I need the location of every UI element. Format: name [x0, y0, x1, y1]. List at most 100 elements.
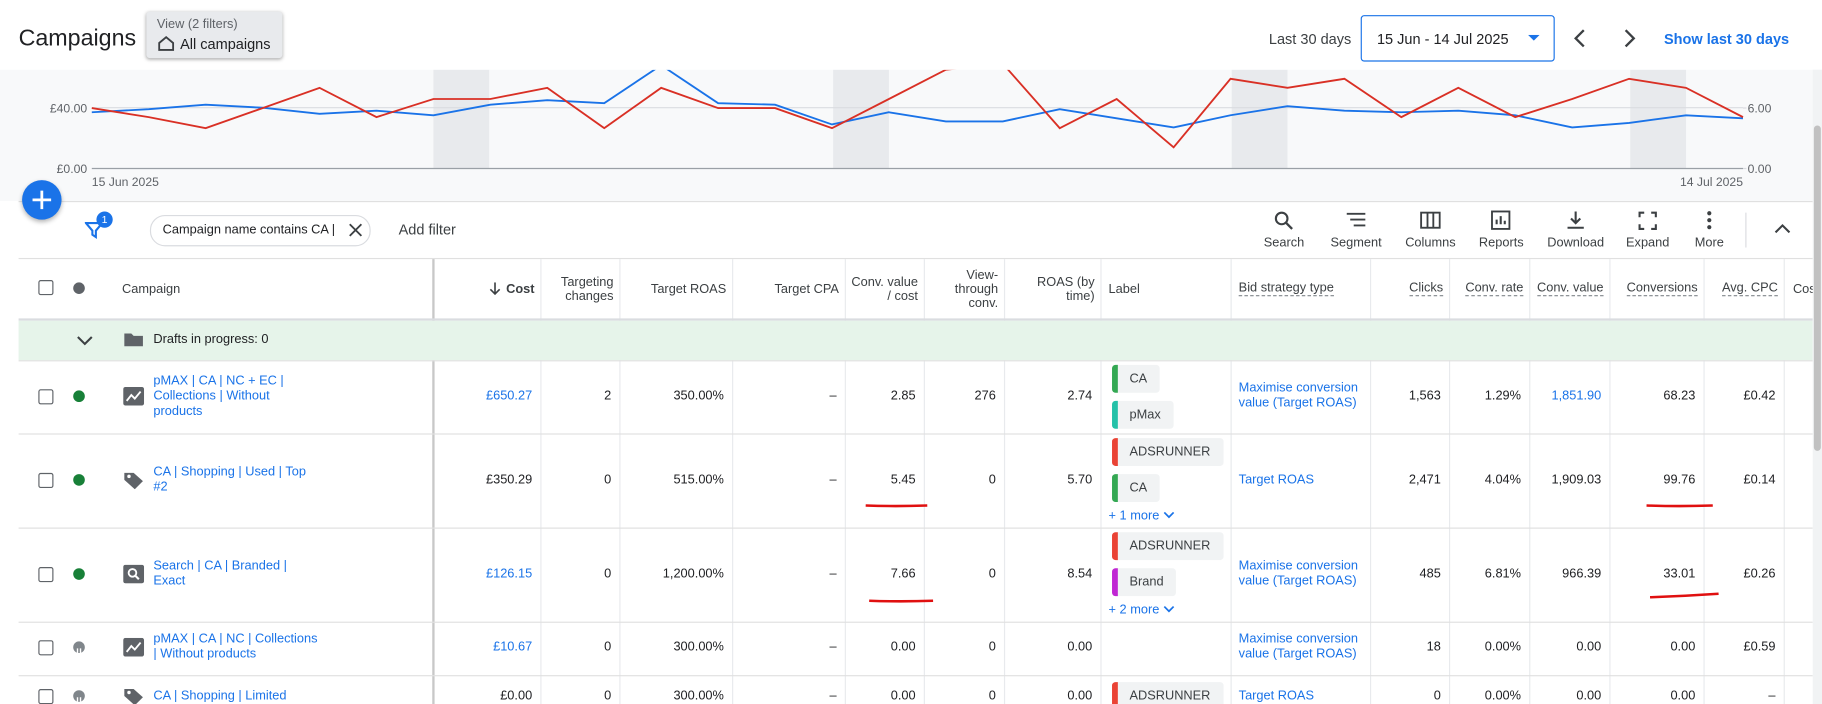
filter-badge: 1: [96, 211, 113, 228]
cell: 0: [604, 472, 612, 487]
folder-icon: [124, 333, 143, 347]
toolbar-icon: [1274, 211, 1293, 230]
cell: 5.70: [1067, 472, 1093, 487]
cell: 0: [988, 639, 996, 654]
column-header[interactable]: View-through conv.: [954, 267, 999, 310]
campaign-name[interactable]: CA | Shopping | Limited: [153, 688, 287, 703]
cell: 300.00%: [673, 688, 724, 703]
status-dot: [73, 690, 85, 702]
campaign-name[interactable]: pMAX | CA | NC | Collections | Without p…: [153, 632, 318, 662]
cell[interactable]: £10.67: [493, 639, 533, 654]
cell[interactable]: Maximise conversion value (Target ROAS): [1238, 632, 1359, 662]
column-header[interactable]: Bid strategy type: [1238, 259, 1367, 318]
toolbar-action[interactable]: Download: [1547, 235, 1605, 250]
pause-glyph: [76, 697, 82, 702]
toolbar-action[interactable]: Expand: [1626, 235, 1670, 250]
column-divider: [732, 259, 734, 704]
cell[interactable]: 1,851.90: [1551, 388, 1602, 403]
dropdown-arrow: [1528, 34, 1540, 41]
create-button[interactable]: [22, 180, 62, 220]
sort-arrow: [489, 282, 500, 296]
divider: [1745, 212, 1747, 248]
column-divider: [1529, 259, 1531, 704]
cell: 6.81%: [1484, 566, 1522, 581]
cell[interactable]: Target ROAS: [1238, 472, 1314, 487]
row-checkbox[interactable]: [38, 472, 54, 489]
column-divider: [844, 259, 846, 704]
row-checkbox[interactable]: [38, 567, 54, 583]
column-header[interactable]: Cost: [438, 259, 535, 318]
select-all[interactable]: [38, 280, 54, 296]
column-divider: [1100, 259, 1102, 704]
column-header[interactable]: Targeting changes: [560, 274, 614, 303]
label-color: [1112, 682, 1118, 704]
toolbar-action[interactable]: Search: [1263, 235, 1305, 250]
header-text: Avg. CPC: [1721, 281, 1778, 297]
cell: –: [829, 566, 837, 581]
row-checkbox[interactable]: [38, 389, 54, 405]
toolbar-action[interactable]: Columns: [1405, 235, 1456, 250]
next-button[interactable]: [1621, 29, 1637, 48]
cell: 276: [974, 388, 996, 403]
column-divider: [923, 259, 925, 704]
row-checkbox[interactable]: [38, 689, 54, 704]
column-header[interactable]: Clicks: [1376, 259, 1444, 318]
scrollbar-thumb[interactable]: [1813, 125, 1821, 451]
cell: 0.00: [1576, 639, 1602, 654]
column-header[interactable]: Cos: [1792, 281, 1816, 296]
campaign-name[interactable]: pMAX | CA | NC + EC | Collections | With…: [153, 373, 284, 418]
cell[interactable]: Target ROAS: [1238, 688, 1314, 703]
toolbar-action[interactable]: Segment: [1330, 235, 1382, 250]
campaign-name[interactable]: Search | CA | Branded | Exact: [153, 558, 287, 588]
column-header[interactable]: Conversions: [1615, 259, 1698, 318]
column-header[interactable]: Target CPA: [774, 281, 839, 296]
column-header[interactable]: Conv. value / cost: [851, 274, 918, 303]
label-chip: ADSRUNNER: [1112, 438, 1224, 466]
show-last-link[interactable]: Show last 30 days: [1663, 31, 1790, 48]
cell: 2,471: [1408, 472, 1441, 487]
cell: £0.14: [1743, 472, 1776, 487]
filter-chip[interactable]: Campaign name contains CA |: [149, 214, 371, 247]
cell: 8.54: [1067, 566, 1093, 581]
cell[interactable]: £126.15: [485, 566, 533, 581]
column-header[interactable]: Campaign: [122, 281, 181, 296]
row-checkbox[interactable]: [38, 640, 54, 656]
row-border: [18, 433, 1813, 435]
column-header[interactable]: Conv. value: [1535, 259, 1604, 318]
collapse-button[interactable]: [1774, 223, 1791, 235]
view-selector[interactable]: View (2 filters) All campaigns: [146, 11, 283, 59]
column-header[interactable]: Avg. CPC: [1709, 259, 1778, 318]
cell: –: [829, 388, 837, 403]
header-text: Conv. value: [1536, 281, 1604, 297]
cell[interactable]: Maximise conversion value (Target ROAS): [1238, 381, 1359, 411]
toolbar-icon: [1491, 210, 1511, 230]
date-picker[interactable]: 15 Jun - 14 Jul 2025: [1360, 15, 1555, 62]
header-text: Conversions: [1626, 281, 1698, 297]
weekend-band: [433, 69, 490, 169]
cell: 0.00: [890, 688, 916, 703]
toolbar-action[interactable]: More: [1694, 235, 1724, 250]
add-filter[interactable]: Add filter: [398, 221, 456, 239]
more-labels[interactable]: + 2 more: [1109, 603, 1175, 618]
page-title: Campaigns: [18, 25, 137, 52]
campaign-name[interactable]: CA | Shopping | Used | Top #2: [153, 464, 306, 494]
range-label: Last 30 days: [1268, 31, 1352, 48]
column-header[interactable]: Label: [1108, 281, 1140, 296]
cell[interactable]: £650.27: [485, 388, 533, 403]
toolbar-action[interactable]: Reports: [1478, 235, 1524, 250]
column-header[interactable]: Conv. rate: [1455, 259, 1524, 318]
label-chip: pMax: [1112, 400, 1174, 429]
column-header[interactable]: ROAS (by time): [1037, 274, 1095, 303]
cell: 99.76: [1663, 472, 1696, 487]
remove-filter[interactable]: [349, 223, 363, 237]
row-border: [18, 360, 1813, 362]
column-header[interactable]: Target ROAS: [650, 281, 727, 296]
y2-tick-label: 0.00: [1748, 162, 1772, 176]
more-labels[interactable]: + 1 more: [1109, 509, 1175, 524]
cell: 0.00: [1670, 688, 1696, 703]
more-chevron: [1163, 605, 1174, 613]
label-color: [1112, 438, 1118, 466]
cell[interactable]: Maximise conversion value (Target ROAS): [1238, 558, 1359, 588]
campaign-type-icon: [123, 564, 145, 584]
prev-button[interactable]: [1572, 29, 1588, 48]
